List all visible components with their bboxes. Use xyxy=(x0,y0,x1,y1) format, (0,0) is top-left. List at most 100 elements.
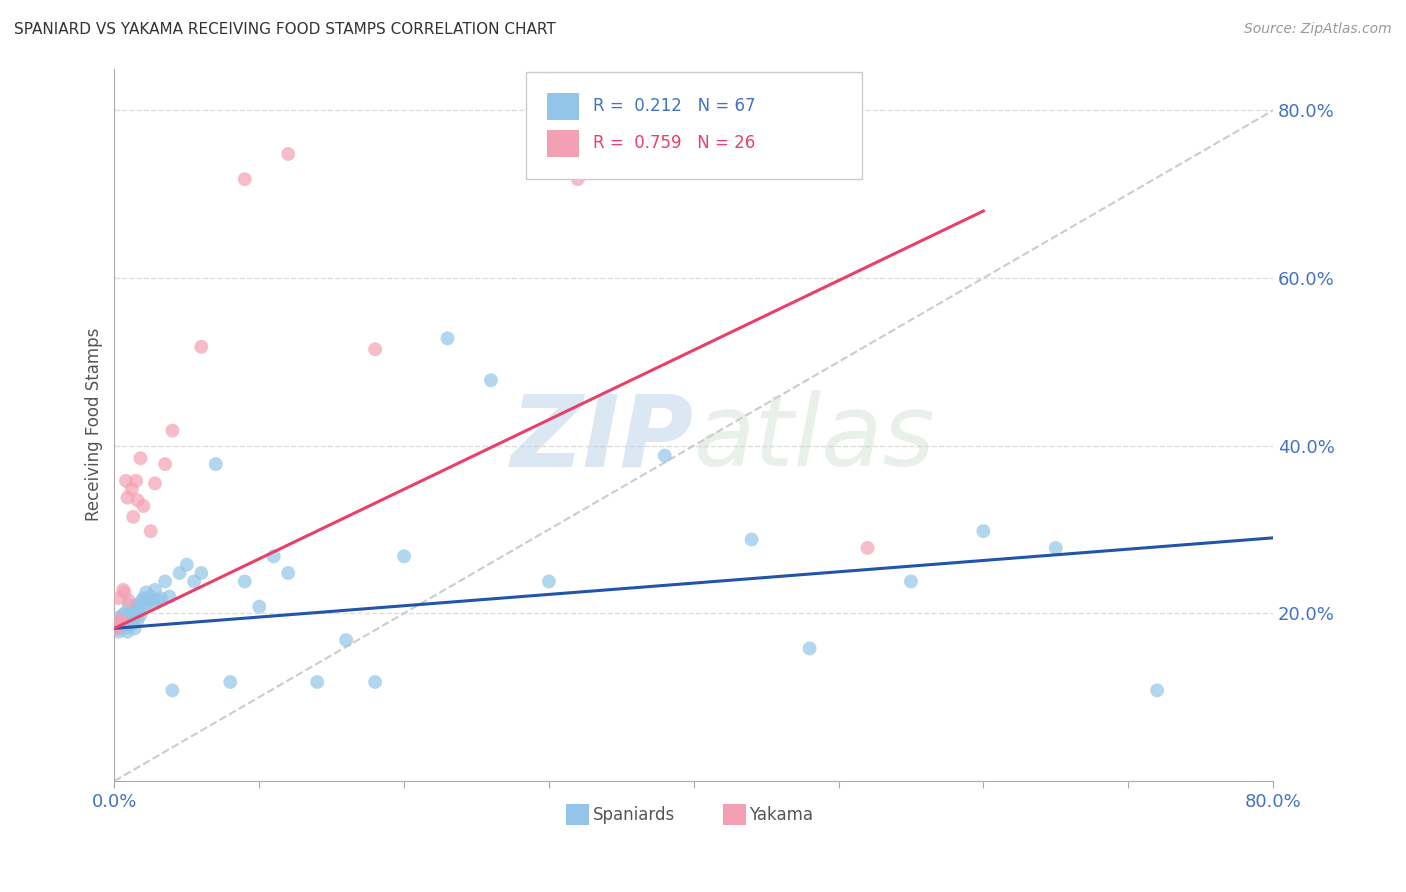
Bar xyxy=(547,93,579,120)
Point xyxy=(105,621,128,635)
Text: Source: ZipAtlas.com: Source: ZipAtlas.com xyxy=(1244,22,1392,37)
Point xyxy=(153,457,176,471)
Point xyxy=(900,574,922,589)
Point xyxy=(118,598,141,612)
Point xyxy=(129,451,152,466)
Point xyxy=(134,598,156,612)
Point xyxy=(277,147,299,161)
Point xyxy=(364,675,387,690)
Point xyxy=(142,593,165,607)
Point xyxy=(139,524,162,538)
Point xyxy=(129,607,152,622)
Point xyxy=(104,619,127,633)
Point xyxy=(567,172,589,186)
Point xyxy=(190,566,212,580)
Point xyxy=(146,593,169,607)
Point xyxy=(121,482,143,496)
Point xyxy=(143,476,166,491)
Point xyxy=(799,641,821,656)
Y-axis label: Receiving Food Stamps: Receiving Food Stamps xyxy=(86,328,103,522)
Point xyxy=(335,633,357,648)
Point xyxy=(118,593,141,607)
Point xyxy=(263,549,285,564)
Point xyxy=(125,598,148,612)
Point xyxy=(111,613,134,627)
Point xyxy=(114,613,136,627)
Point xyxy=(307,675,329,690)
Point xyxy=(112,619,135,633)
Point xyxy=(122,509,145,524)
Point xyxy=(118,613,141,627)
Point xyxy=(176,558,198,572)
Point xyxy=(149,591,172,606)
Point xyxy=(111,616,134,631)
Point xyxy=(108,615,131,629)
Point xyxy=(219,675,242,690)
Point xyxy=(107,624,129,639)
Point xyxy=(108,613,131,627)
Point xyxy=(741,533,763,547)
Point xyxy=(654,449,676,463)
Point xyxy=(104,616,127,631)
Point xyxy=(537,574,560,589)
Bar xyxy=(547,130,579,157)
Text: SPANIARD VS YAKAMA RECEIVING FOOD STAMPS CORRELATION CHART: SPANIARD VS YAKAMA RECEIVING FOOD STAMPS… xyxy=(14,22,555,37)
Point xyxy=(112,582,135,597)
Point xyxy=(169,566,191,580)
Point xyxy=(114,585,136,599)
Point xyxy=(105,616,128,631)
Point xyxy=(115,474,138,488)
Point xyxy=(143,582,166,597)
Text: atlas: atlas xyxy=(693,391,935,487)
Point xyxy=(105,621,128,635)
Text: R =  0.212   N = 67: R = 0.212 N = 67 xyxy=(593,97,755,115)
Point xyxy=(162,424,184,438)
Point xyxy=(153,574,176,589)
Point xyxy=(127,493,149,508)
Point xyxy=(364,343,387,357)
Text: ZIP: ZIP xyxy=(510,391,693,487)
Point xyxy=(114,607,136,621)
Bar xyxy=(723,804,745,825)
Text: Spaniards: Spaniards xyxy=(593,806,675,824)
FancyBboxPatch shape xyxy=(526,72,862,179)
Point xyxy=(120,616,142,631)
Point xyxy=(132,499,155,513)
Point xyxy=(233,172,256,186)
Point xyxy=(183,574,205,589)
Point xyxy=(117,624,139,639)
Point xyxy=(115,621,138,635)
Point xyxy=(972,524,994,538)
Point xyxy=(479,373,502,387)
Point xyxy=(131,593,153,607)
Point xyxy=(111,616,134,631)
Point xyxy=(112,607,135,622)
Point xyxy=(124,621,146,635)
Point xyxy=(125,474,148,488)
Point xyxy=(128,602,150,616)
Point xyxy=(107,591,129,606)
Point xyxy=(436,331,458,345)
Point xyxy=(856,541,879,555)
Point xyxy=(135,585,157,599)
Point xyxy=(117,610,139,624)
Bar xyxy=(567,804,589,825)
Point xyxy=(277,566,299,580)
Point xyxy=(392,549,415,564)
Point xyxy=(121,613,143,627)
Point xyxy=(122,610,145,624)
Point xyxy=(127,613,149,627)
Point xyxy=(117,491,139,505)
Point xyxy=(108,619,131,633)
Point xyxy=(125,602,148,616)
Point xyxy=(247,599,270,614)
Point xyxy=(159,590,181,604)
Point xyxy=(122,616,145,631)
Text: R =  0.759   N = 26: R = 0.759 N = 26 xyxy=(593,135,755,153)
Point xyxy=(233,574,256,589)
Text: Yakama: Yakama xyxy=(749,806,813,824)
Point xyxy=(132,591,155,606)
Point xyxy=(162,683,184,698)
Point xyxy=(107,610,129,624)
Point xyxy=(139,590,162,604)
